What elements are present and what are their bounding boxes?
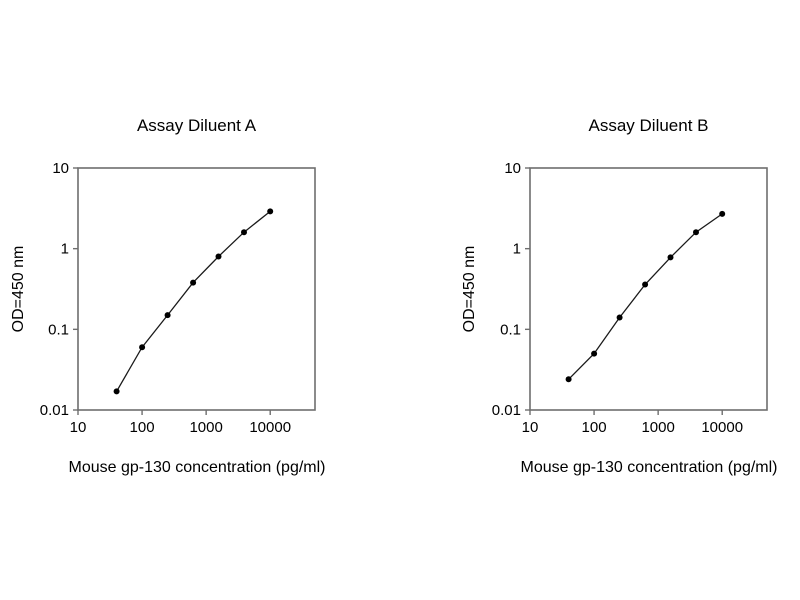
x-tick-label: 10000 bbox=[249, 419, 291, 436]
plot-frame bbox=[529, 167, 768, 411]
y-tick-label: 0.01 bbox=[492, 402, 521, 419]
x-tick-label: 1000 bbox=[189, 419, 222, 436]
data-point bbox=[267, 208, 274, 215]
plot-frame bbox=[77, 167, 316, 411]
x-tick-label: 100 bbox=[130, 419, 155, 436]
y-tick-label: 1 bbox=[513, 241, 521, 258]
chart-a-plot-area: 10 100 1000 10000 10 1 0.1 0.01 bbox=[40, 160, 316, 436]
data-point bbox=[616, 314, 623, 321]
chart-b-x-axis-label: Mouse gp-130 concentration (pg/ml) bbox=[520, 459, 778, 476]
data-point bbox=[719, 210, 726, 217]
y-tick-label: 1 bbox=[61, 241, 69, 258]
x-tick-label: 1000 bbox=[641, 419, 674, 436]
x-tick-label: 10 bbox=[522, 419, 539, 436]
chart-b-title: Assay Diluent B bbox=[588, 116, 709, 135]
x-tick-label: 10000 bbox=[701, 419, 743, 436]
data-point bbox=[693, 229, 699, 236]
data-point bbox=[565, 376, 572, 383]
data-point bbox=[667, 254, 674, 261]
data-point bbox=[215, 253, 222, 260]
data-point bbox=[241, 229, 247, 236]
y-tick-label: 10 bbox=[52, 160, 69, 177]
data-point bbox=[591, 350, 598, 357]
x-tick-label: 100 bbox=[582, 419, 607, 436]
data-point bbox=[113, 388, 120, 395]
chart-b-plot-area: 10 100 1000 10000 10 1 0.1 0.01 bbox=[492, 160, 768, 436]
chart-a-x-axis-label: Mouse gp-130 concentration (pg/ml) bbox=[68, 459, 326, 476]
chart-a-y-axis-label: OD=450 nm bbox=[10, 245, 27, 333]
data-point bbox=[164, 312, 171, 319]
y-tick-label: 0.1 bbox=[500, 321, 521, 338]
y-tick-label: 0.01 bbox=[40, 402, 69, 419]
y-tick-label: 0.1 bbox=[48, 321, 69, 338]
chart-a-title: Assay Diluent A bbox=[136, 116, 257, 135]
data-line bbox=[116, 210, 271, 392]
x-tick-label: 10 bbox=[70, 419, 87, 436]
chart-b-y-axis-label: OD=450 nm bbox=[461, 245, 478, 333]
y-tick-label: 10 bbox=[504, 160, 521, 177]
data-point bbox=[139, 344, 146, 351]
data-point bbox=[642, 281, 649, 288]
data-point bbox=[190, 279, 197, 286]
